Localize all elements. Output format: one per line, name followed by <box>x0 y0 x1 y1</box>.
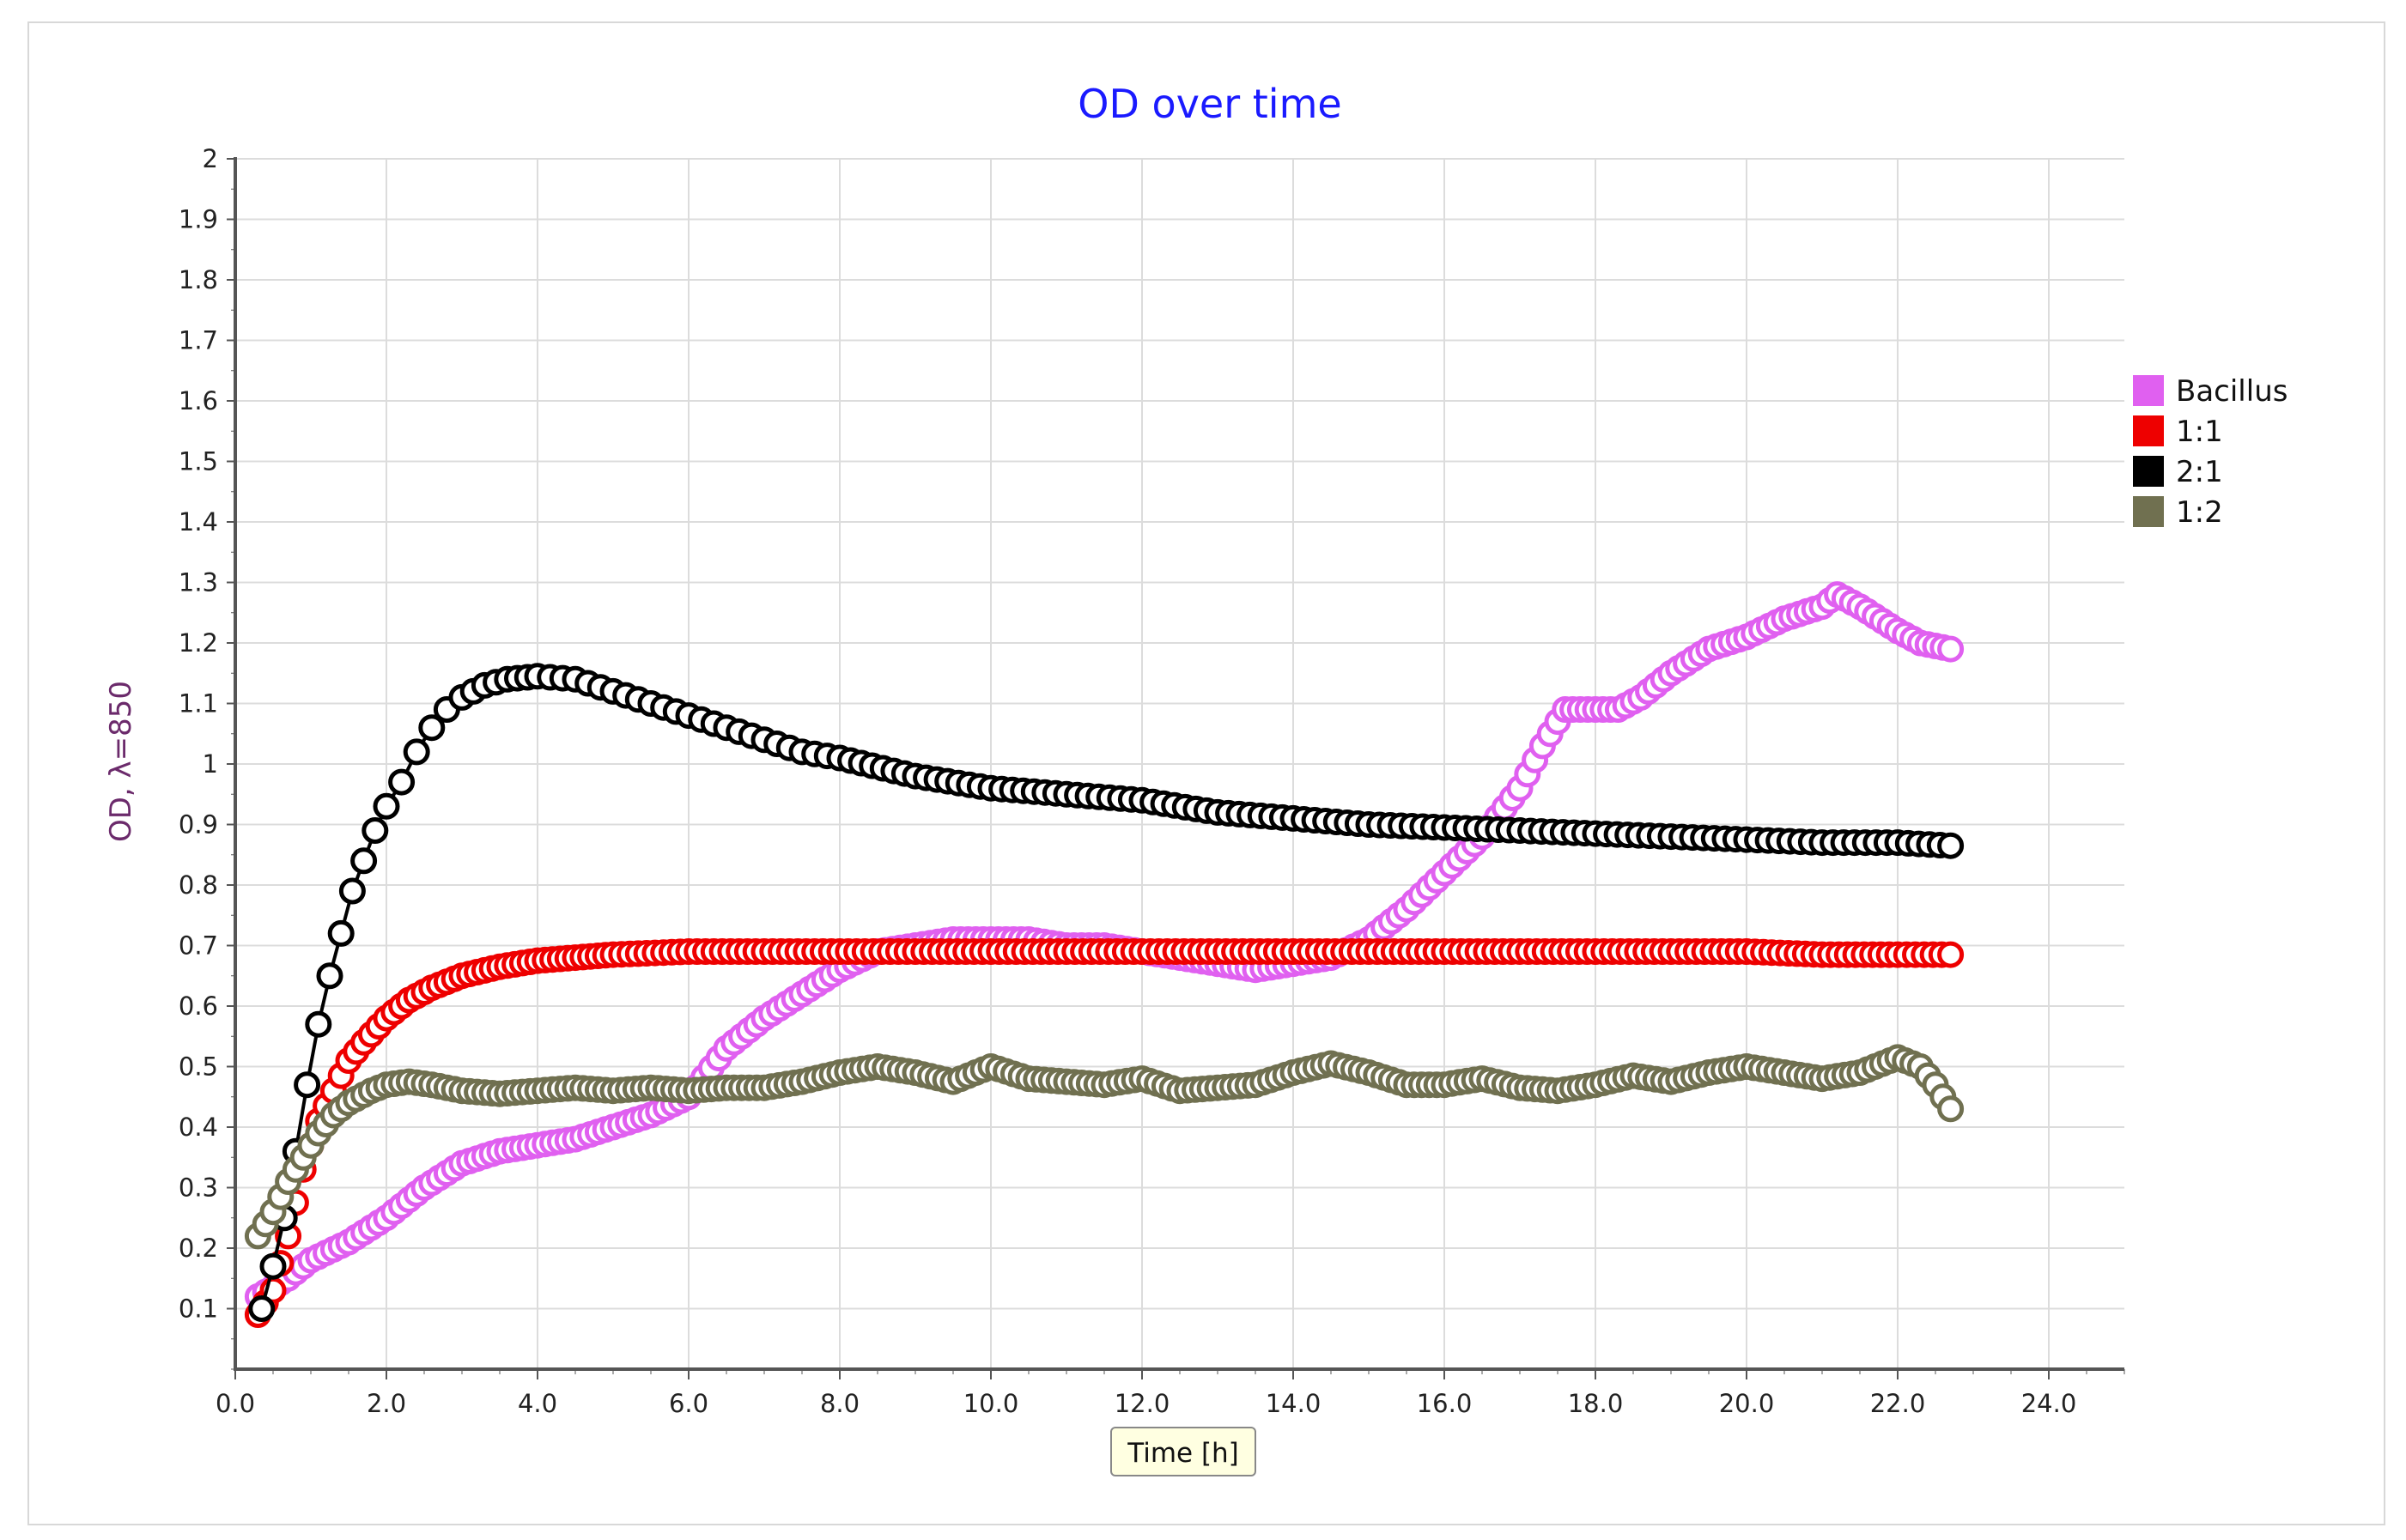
data-point <box>248 1295 276 1322</box>
x-axis-label-box-bg <box>1110 1427 1256 1476</box>
legend: Bacillus 1:1 2:1 1:2 <box>2133 374 2288 530</box>
data-point <box>1937 832 1965 859</box>
data-point <box>373 792 400 820</box>
x-tick-label: 22.0 <box>1870 1389 1926 1418</box>
data-point <box>1937 941 1965 968</box>
x-tick-label: 2.0 <box>367 1389 406 1418</box>
y-tick-label: 1.6 <box>179 386 218 415</box>
series-2-1 <box>248 663 1965 1322</box>
x-tick-label: 12.0 <box>1115 1389 1170 1418</box>
y-tick-label: 1.2 <box>179 628 218 658</box>
y-tick-label: 0.7 <box>179 931 218 961</box>
legend-swatch <box>2133 375 2164 406</box>
y-tick-label: 0.2 <box>179 1234 218 1263</box>
x-tick-label: 18.0 <box>1568 1389 1624 1418</box>
x-tick-label: 10.0 <box>963 1389 1019 1418</box>
data-point <box>316 962 343 990</box>
data-point <box>388 768 416 796</box>
x-axis-label: Time [h] <box>1127 1438 1239 1469</box>
y-tick-label: 0.6 <box>179 991 218 1021</box>
y-tick-label: 0.3 <box>179 1173 218 1203</box>
legend-label: 2:1 <box>2176 455 2223 489</box>
series-layer <box>244 581 1965 1328</box>
legend-swatch <box>2133 496 2164 527</box>
y-tick-label: 1 <box>203 749 218 779</box>
axis-layer <box>227 157 2125 1379</box>
legend-swatch <box>2133 415 2164 446</box>
x-tick-label: 6.0 <box>669 1389 708 1418</box>
data-point <box>418 714 446 742</box>
legend-swatch <box>2133 456 2164 487</box>
data-point <box>362 817 389 844</box>
x-tick-label: 14.0 <box>1266 1389 1321 1418</box>
x-tick-label: 24.0 <box>2021 1389 2077 1418</box>
y-tick-label: 0.9 <box>179 810 218 840</box>
y-tick-labels: 0.1 0.2 0.3 0.4 0.5 0.6 0.7 0.8 0.9 1 1.1 1.2 1.3 1.4… <box>179 144 218 1324</box>
y-tick-label: 1.1 <box>179 689 218 718</box>
grid-layer <box>235 158 2124 1369</box>
series-line <box>259 674 1951 1310</box>
chart-frame: OD over time 0.0 2.0 4.0 6.0 8.0 10.0 12.0 14.0… <box>27 21 2385 1525</box>
chart-canvas: OD over time 0.0 2.0 4.0 6.0 8.0 10.0 12.0 14.0… <box>104 81 2288 1476</box>
y-tick-label: 1.5 <box>179 447 218 476</box>
data-point <box>1937 635 1965 663</box>
data-point <box>259 1252 287 1280</box>
x-tick-label: 16.0 <box>1417 1389 1473 1418</box>
data-point <box>305 1010 332 1038</box>
x-tick-labels: 0.0 2.0 4.0 6.0 8.0 10.0 12.0 14.0 16.0 18.0 20.0 2… <box>216 1389 2076 1418</box>
y-tick-label: 0.1 <box>179 1294 218 1324</box>
legend-label: Bacillus <box>2176 374 2288 409</box>
data-point <box>294 1071 321 1099</box>
y-tick-label: 1.7 <box>179 326 218 355</box>
y-tick-label: 2 <box>203 144 218 173</box>
data-point <box>338 877 366 905</box>
y-tick-label: 1.4 <box>179 507 218 537</box>
legend-label: 1:1 <box>2176 415 2223 449</box>
x-axis-label-box: Time [h] <box>1110 1427 1256 1476</box>
series-1-1 <box>244 938 1965 1328</box>
x-tick-label: 0.0 <box>216 1389 255 1418</box>
chart-title: OD over time <box>1078 81 1341 127</box>
y-tick-label: 1.3 <box>179 568 218 597</box>
data-point <box>327 919 355 947</box>
y-tick-label: 0.5 <box>179 1052 218 1082</box>
y-tick-label: 0.4 <box>179 1113 218 1142</box>
x-tick-label: 4.0 <box>518 1389 557 1418</box>
legend-label: 1:2 <box>2176 495 2223 530</box>
data-point <box>350 847 378 875</box>
data-point <box>1937 1095 1965 1123</box>
series-1-2 <box>244 1044 1965 1250</box>
y-tick-label: 1.8 <box>179 265 218 294</box>
y-axis-label: OD, λ=850 <box>104 681 138 842</box>
x-tick-label: 20.0 <box>1719 1389 1775 1418</box>
x-tick-label: 8.0 <box>820 1389 860 1418</box>
y-tick-label: 1.9 <box>179 205 218 234</box>
data-point <box>403 738 430 766</box>
y-tick-label: 0.8 <box>179 870 218 900</box>
